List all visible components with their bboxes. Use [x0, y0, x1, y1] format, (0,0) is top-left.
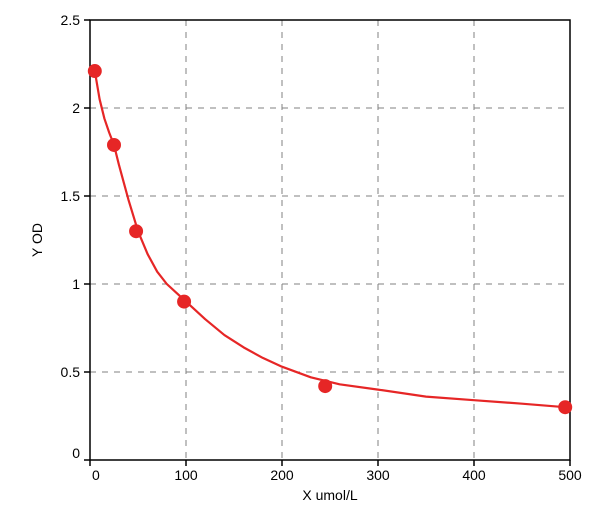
x-tick-label: 100: [174, 467, 198, 483]
data-point: [88, 65, 101, 78]
data-point: [178, 295, 191, 308]
y-tick-label: 0: [72, 445, 80, 461]
x-tick-label: 200: [270, 467, 294, 483]
x-tick-label: 300: [366, 467, 390, 483]
y-tick-label: 2.5: [61, 12, 81, 28]
y-axis-label: Y OD: [29, 223, 45, 257]
y-tick-label: 1: [72, 276, 80, 292]
data-point: [319, 380, 332, 393]
y-tick-label: 1.5: [61, 188, 81, 204]
x-axis-label: X umol/L: [302, 487, 357, 503]
y-tick-label: 0.5: [61, 364, 81, 380]
y-tick-label: 2: [72, 100, 80, 116]
x-tick-label: 500: [558, 467, 582, 483]
data-point: [130, 225, 143, 238]
x-tick-label: 400: [462, 467, 486, 483]
x-tick-label: 0: [92, 467, 100, 483]
data-point: [559, 401, 572, 414]
chart-svg: 0 100 200 300 400 500 0 0.5 1 1.5 2 2.5 X umol/L Y OD: [0, 0, 600, 516]
chart-container: 0 100 200 300 400 500 0 0.5 1 1.5 2 2.5 X umol/L Y OD: [0, 0, 600, 516]
data-point: [108, 138, 121, 151]
